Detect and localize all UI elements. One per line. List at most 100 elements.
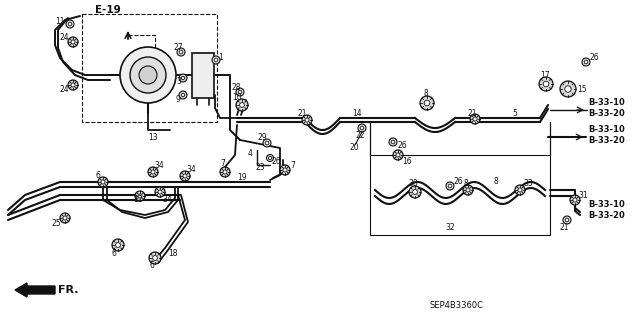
Circle shape bbox=[71, 40, 75, 44]
Text: 26: 26 bbox=[397, 142, 406, 151]
Text: 33: 33 bbox=[523, 180, 532, 189]
Text: 1: 1 bbox=[218, 53, 223, 62]
Text: 21: 21 bbox=[467, 108, 477, 117]
Circle shape bbox=[446, 182, 454, 190]
Circle shape bbox=[302, 115, 312, 125]
Text: 8: 8 bbox=[464, 179, 468, 188]
Text: 4: 4 bbox=[248, 149, 253, 158]
Circle shape bbox=[149, 252, 161, 264]
Text: 9: 9 bbox=[176, 94, 181, 103]
Circle shape bbox=[148, 167, 158, 177]
Circle shape bbox=[358, 124, 366, 132]
Text: 21: 21 bbox=[560, 222, 570, 232]
Circle shape bbox=[236, 99, 248, 111]
Text: 6: 6 bbox=[112, 249, 117, 257]
Circle shape bbox=[135, 191, 145, 201]
Circle shape bbox=[305, 118, 309, 122]
Text: 11: 11 bbox=[55, 18, 65, 26]
Circle shape bbox=[565, 218, 569, 222]
Circle shape bbox=[179, 50, 183, 54]
Text: 5: 5 bbox=[512, 109, 517, 118]
Text: 7: 7 bbox=[290, 161, 295, 170]
Text: 10: 10 bbox=[232, 93, 242, 102]
Text: 31: 31 bbox=[578, 191, 588, 201]
Text: 24: 24 bbox=[60, 33, 70, 41]
Text: 7: 7 bbox=[220, 160, 225, 168]
Bar bbox=[192, 53, 214, 98]
Text: 26: 26 bbox=[589, 54, 598, 63]
Text: 13: 13 bbox=[148, 132, 157, 142]
Text: 24: 24 bbox=[60, 85, 70, 94]
Text: 12: 12 bbox=[133, 196, 143, 204]
Circle shape bbox=[539, 77, 553, 91]
Text: 6: 6 bbox=[96, 170, 101, 180]
Text: 34: 34 bbox=[186, 165, 196, 174]
Text: 30: 30 bbox=[408, 180, 418, 189]
Circle shape bbox=[518, 188, 522, 192]
Circle shape bbox=[515, 185, 525, 195]
Circle shape bbox=[151, 170, 155, 174]
Text: 3: 3 bbox=[176, 78, 181, 86]
Circle shape bbox=[470, 114, 480, 124]
Text: 8: 8 bbox=[423, 90, 428, 99]
Text: 21: 21 bbox=[298, 108, 307, 117]
Circle shape bbox=[66, 20, 74, 28]
Text: 8: 8 bbox=[493, 176, 498, 186]
Circle shape bbox=[179, 74, 187, 82]
Circle shape bbox=[584, 60, 588, 64]
Circle shape bbox=[68, 37, 78, 47]
Text: FR.: FR. bbox=[58, 285, 79, 295]
Circle shape bbox=[181, 76, 184, 80]
Circle shape bbox=[560, 81, 576, 97]
Circle shape bbox=[130, 57, 166, 93]
Circle shape bbox=[265, 141, 269, 145]
FancyArrow shape bbox=[15, 283, 55, 297]
Text: B-33-10
B-33-20: B-33-10 B-33-20 bbox=[588, 98, 625, 118]
Circle shape bbox=[60, 213, 70, 223]
Circle shape bbox=[214, 58, 218, 62]
Text: 22: 22 bbox=[356, 131, 365, 140]
Circle shape bbox=[424, 100, 430, 106]
Circle shape bbox=[360, 126, 364, 130]
Circle shape bbox=[263, 139, 271, 147]
Circle shape bbox=[139, 66, 157, 84]
Circle shape bbox=[543, 81, 548, 87]
Text: 34: 34 bbox=[154, 160, 164, 169]
Circle shape bbox=[236, 88, 244, 96]
Text: 14: 14 bbox=[352, 108, 362, 117]
Circle shape bbox=[71, 83, 75, 87]
Circle shape bbox=[473, 117, 477, 121]
Circle shape bbox=[116, 243, 120, 248]
Circle shape bbox=[573, 198, 577, 202]
Circle shape bbox=[283, 168, 287, 172]
Text: 32: 32 bbox=[445, 222, 454, 232]
Circle shape bbox=[268, 156, 271, 160]
Text: 28: 28 bbox=[231, 83, 241, 92]
Circle shape bbox=[179, 91, 187, 99]
Circle shape bbox=[158, 190, 162, 194]
Circle shape bbox=[413, 189, 417, 194]
Bar bbox=[370, 155, 550, 235]
Text: 16: 16 bbox=[402, 157, 412, 166]
Text: 26: 26 bbox=[453, 176, 463, 186]
Circle shape bbox=[212, 56, 220, 64]
Text: 15: 15 bbox=[577, 85, 587, 94]
Circle shape bbox=[280, 165, 290, 175]
Circle shape bbox=[582, 58, 590, 66]
Circle shape bbox=[564, 86, 572, 92]
Circle shape bbox=[448, 184, 452, 188]
Circle shape bbox=[181, 93, 184, 97]
Text: 29: 29 bbox=[258, 133, 268, 143]
Circle shape bbox=[112, 239, 124, 251]
Circle shape bbox=[266, 154, 273, 161]
Circle shape bbox=[68, 80, 78, 90]
Text: 6: 6 bbox=[149, 262, 154, 271]
Circle shape bbox=[393, 150, 403, 160]
Circle shape bbox=[177, 48, 185, 56]
Circle shape bbox=[463, 185, 473, 195]
Text: SEP4B3360C: SEP4B3360C bbox=[430, 300, 484, 309]
Circle shape bbox=[563, 216, 571, 224]
Circle shape bbox=[183, 174, 187, 178]
Text: B-33-10
B-33-20: B-33-10 B-33-20 bbox=[588, 125, 625, 145]
Circle shape bbox=[238, 90, 242, 94]
